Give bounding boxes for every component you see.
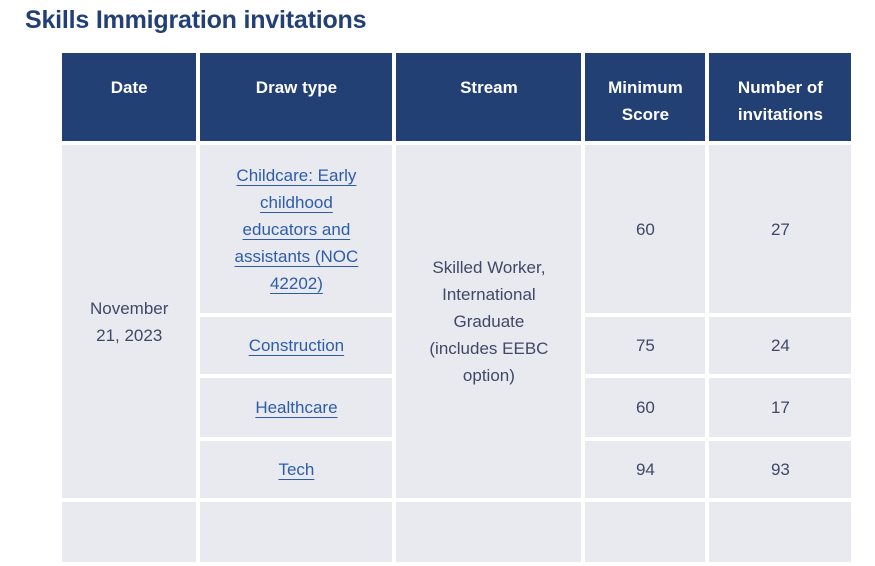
stream-cell (396, 502, 582, 562)
column-header-draw-type: Draw type (200, 53, 393, 141)
table-row: Tech 94 93 (62, 441, 852, 498)
column-header-stream: Stream (396, 53, 582, 141)
date-cell (62, 502, 197, 562)
table-row-partial (62, 502, 852, 562)
invitations-cell: 27 (709, 145, 852, 313)
draw-type-link-healthcare[interactable]: Healthcare (255, 398, 338, 417)
invitations-cell: 93 (709, 441, 852, 498)
table-row: Healthcare 60 17 (62, 378, 852, 437)
table-header-row: Date Draw type Stream Minimum Score Numb… (62, 53, 852, 141)
minimum-score-cell: 60 (585, 378, 706, 437)
stream-cell: Skilled Worker, International Graduate (… (396, 145, 582, 498)
column-header-number-of-invitations: Number of invitations (709, 53, 852, 141)
invitations-cell (709, 502, 852, 562)
draw-type-link-childcare[interactable]: Childcare: Early childhood educators and… (234, 165, 359, 293)
date-cell: November 21, 2023 (62, 145, 197, 498)
minimum-score-cell: 94 (585, 441, 706, 498)
draw-type-cell: Tech (200, 441, 393, 498)
column-header-date: Date (62, 53, 197, 141)
draw-type-link-construction[interactable]: Construction (248, 336, 345, 355)
draw-type-cell: Construction (200, 317, 393, 374)
minimum-score-cell: 60 (585, 145, 706, 313)
draw-type-cell: Childcare: Early childhood educators and… (200, 145, 393, 313)
table-row: November 21, 2023 Childcare: Early child… (62, 145, 852, 498)
draw-type-link-tech[interactable]: Tech (278, 460, 315, 479)
draw-type-cell: Healthcare (200, 378, 393, 437)
invitations-cell: 17 (709, 378, 852, 437)
minimum-score-cell (585, 502, 706, 562)
invitations-cell: 24 (709, 317, 852, 374)
page: Skills Immigration invitations Date Draw… (25, 6, 852, 562)
table-row: Construction 75 24 (62, 317, 852, 374)
minimum-score-cell: 75 (585, 317, 706, 374)
column-header-minimum-score: Minimum Score (585, 53, 706, 141)
draw-type-cell (200, 502, 393, 562)
page-title: Skills Immigration invitations (25, 6, 367, 34)
skills-immigration-table: Date Draw type Stream Minimum Score Numb… (58, 49, 855, 566)
